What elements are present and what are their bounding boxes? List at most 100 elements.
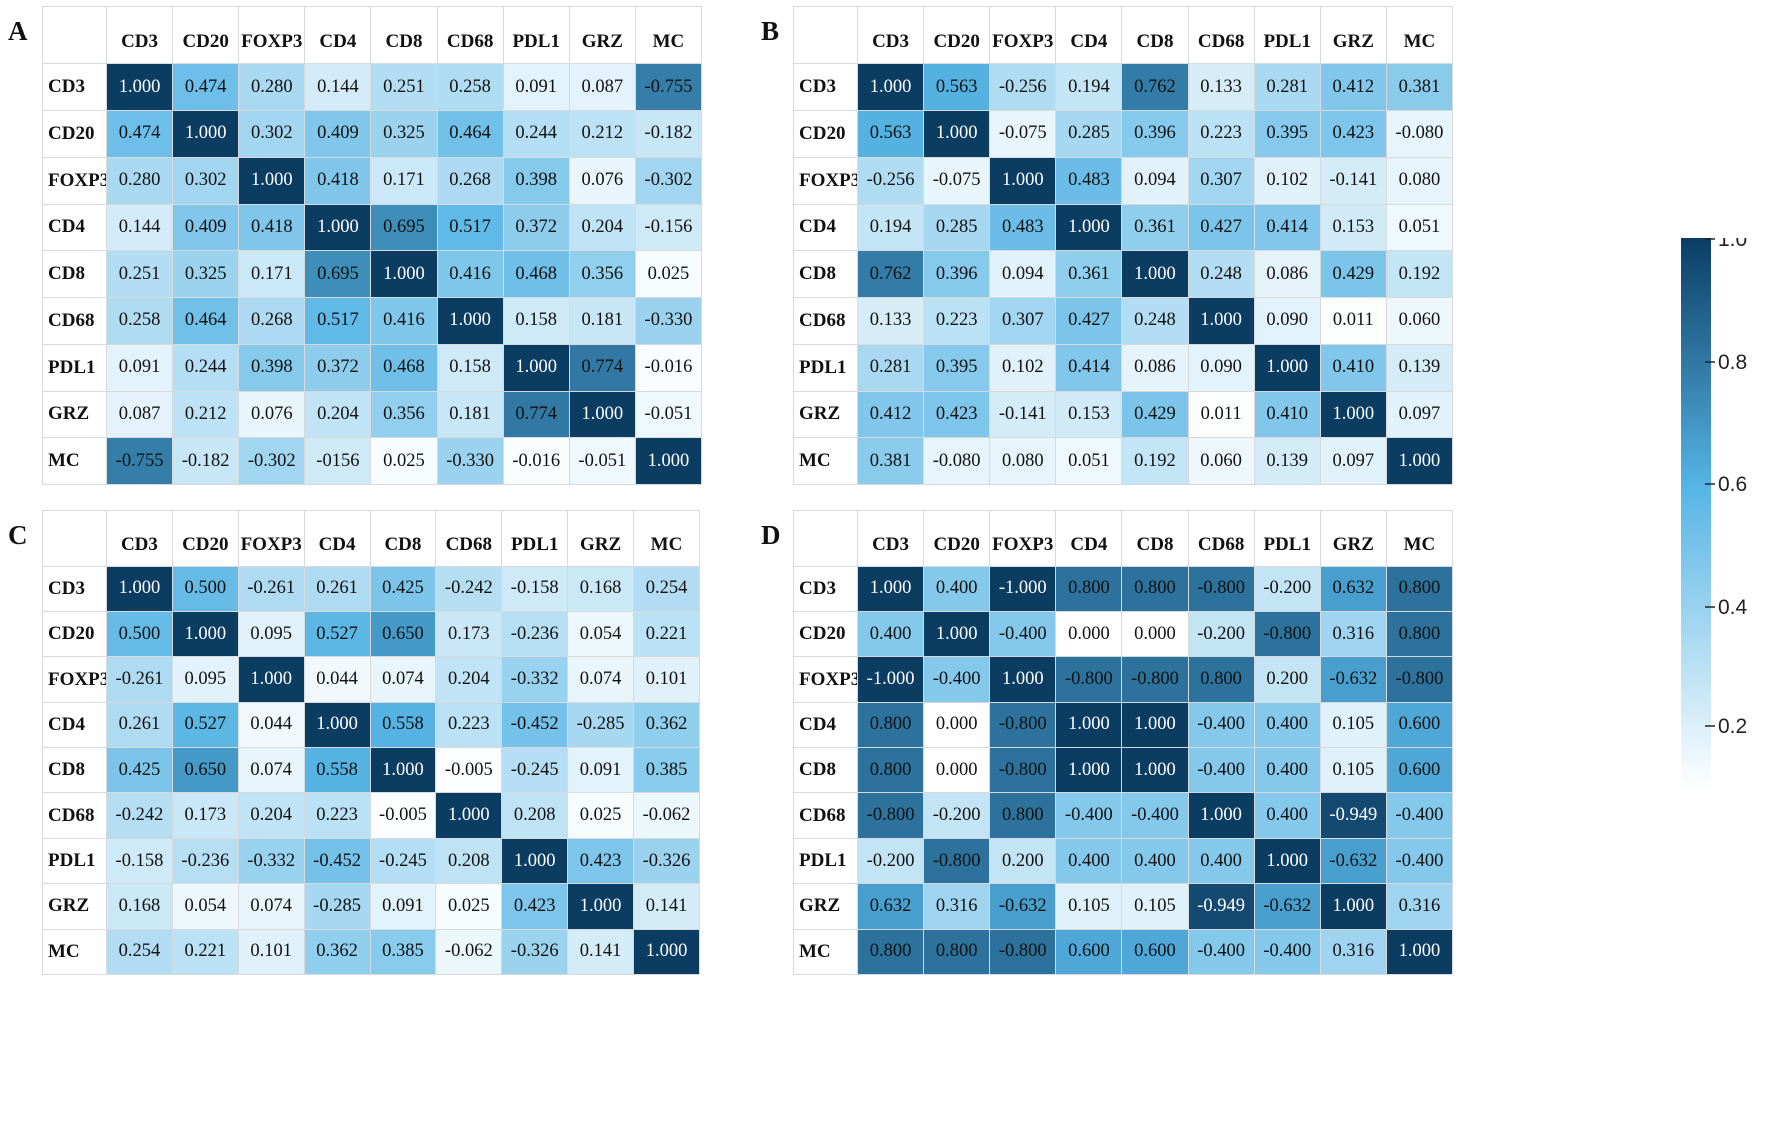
heatmap-cell: 0.325 bbox=[172, 250, 240, 299]
heatmap-cell: 0.212 bbox=[172, 390, 240, 439]
heatmap-cell: 0.468 bbox=[370, 343, 438, 392]
heatmap-cell: -0.632 bbox=[989, 883, 1057, 930]
heatmap-cell: 0.223 bbox=[303, 792, 371, 839]
heatmap-table: CD3 CD20 FOXP3 CD4 CD8 CD68 PDL1 GRZ MC CD3 1.000 0… bbox=[42, 5, 703, 485]
heatmap-cell: 0.090 bbox=[1253, 297, 1321, 345]
table-row: FOXP3 -1.000 -0.400 1.000 -0.800 -0.800 0.800 0… bbox=[793, 656, 1454, 703]
heatmap-cell: 0.500 bbox=[106, 611, 173, 658]
heatmap-cell: -0.330 bbox=[436, 437, 504, 485]
heatmap-cell: 0.173 bbox=[435, 611, 503, 658]
heatmap-cell: 0.356 bbox=[568, 250, 636, 299]
heatmap-cell: 0.133 bbox=[856, 297, 925, 345]
heatmap-cell: -0.800 bbox=[989, 928, 1057, 975]
heatmap-cell: -0.182 bbox=[634, 110, 703, 158]
heatmap-cell: 1.000 bbox=[1055, 203, 1123, 252]
heatmap-cell: 0.280 bbox=[105, 156, 174, 205]
heatmap-cell: 0.221 bbox=[633, 611, 700, 658]
heatmap-cell: 0.464 bbox=[172, 297, 240, 345]
row-header: CD20 bbox=[42, 110, 107, 158]
heatmap-cell: 0.102 bbox=[1253, 156, 1321, 205]
heatmap-cell: -0.051 bbox=[568, 437, 636, 485]
column-header: MC bbox=[1385, 5, 1454, 65]
table-row: CD4 0.144 0.409 0.418 1.000 0.695 0.517 0.372 0.… bbox=[42, 203, 703, 252]
heatmap-cell: 1.000 bbox=[923, 611, 991, 658]
table-row: CD8 0.251 0.325 0.171 0.695 1.000 0.416 0.468 0.… bbox=[42, 250, 703, 299]
heatmap-cell: 0.362 bbox=[633, 701, 700, 749]
column-header: GRZ bbox=[1319, 5, 1387, 65]
heatmap-cell: -0.141 bbox=[1319, 156, 1387, 205]
heatmap-cell: 1.000 bbox=[1121, 701, 1189, 749]
heatmap-cell: 0.139 bbox=[1385, 343, 1454, 392]
heatmap-cell: 0.361 bbox=[1055, 250, 1123, 299]
heatmap-cell: 0.025 bbox=[370, 437, 438, 485]
table-row: CD3 1.000 0.500 -0.261 0.261 0.425 -0.242 -0.15… bbox=[42, 565, 700, 613]
heatmap-cell: -0.326 bbox=[501, 928, 569, 975]
row-header: CD8 bbox=[42, 747, 107, 794]
heatmap-cell: 1.000 bbox=[369, 747, 437, 794]
heatmap-cell: 0.139 bbox=[1253, 437, 1321, 485]
heatmap-cell: 0.400 bbox=[1253, 747, 1321, 794]
heatmap-cell: 0.168 bbox=[567, 565, 634, 613]
heatmap-cell: 1.000 bbox=[856, 565, 925, 613]
heatmap-cell: 0.258 bbox=[436, 63, 504, 112]
heatmap-cell: 0.361 bbox=[1121, 203, 1189, 252]
heatmap-cell: 0.094 bbox=[1121, 156, 1189, 205]
column-header: GRZ bbox=[567, 510, 634, 567]
heatmap-cell: 0.800 bbox=[1385, 565, 1454, 613]
heatmap-cell: 0.044 bbox=[237, 701, 305, 749]
heatmap-cell: 1.000 bbox=[1253, 837, 1321, 885]
row-header: CD20 bbox=[793, 611, 858, 658]
heatmap-cell: 0.091 bbox=[369, 883, 437, 930]
row-header: PDL1 bbox=[793, 837, 858, 885]
heatmap-cell: 0.517 bbox=[304, 297, 372, 345]
colorbar: 1.0 0.8 0.6 0.4 0.2 bbox=[1681, 238, 1748, 790]
row-header: FOXP3 bbox=[793, 656, 858, 703]
heatmap-cell: 0.600 bbox=[1385, 747, 1454, 794]
heatmap-cell: 1.000 bbox=[105, 63, 174, 112]
heatmap-cell: 0.153 bbox=[1055, 390, 1123, 439]
heatmap-cell: 1.000 bbox=[502, 343, 570, 392]
table-row: CD8 0.425 0.650 0.074 0.558 1.000 -0.005 -0.245… bbox=[42, 747, 700, 794]
heatmap-cell: 0.194 bbox=[1055, 63, 1123, 112]
heatmap-cell: -0.800 bbox=[923, 837, 991, 885]
heatmap-cell: 0.000 bbox=[1055, 611, 1123, 658]
heatmap-cell: -0.242 bbox=[435, 565, 503, 613]
column-header: FOXP3 bbox=[238, 5, 306, 65]
heatmap-cell: 0.396 bbox=[923, 250, 991, 299]
row-header: CD4 bbox=[42, 701, 107, 749]
table-row: CD4 0.261 0.527 0.044 1.000 0.558 0.223 -0.452-… bbox=[42, 701, 700, 749]
heatmap-cell: 0.400 bbox=[1055, 837, 1123, 885]
heatmap-cell: 0.204 bbox=[237, 792, 305, 839]
heatmap-cell: 0.204 bbox=[304, 390, 372, 439]
heatmap-cell: 1.000 bbox=[568, 390, 636, 439]
heatmap-cell: -0.452 bbox=[501, 701, 569, 749]
table-row: GRZ 0.412 0.423 -0.141 0.153 0.429 0.011 0.410 1… bbox=[793, 390, 1454, 439]
heatmap-cell: 0.762 bbox=[856, 250, 925, 299]
heatmap-cell: 0.254 bbox=[633, 565, 700, 613]
heatmap-cell: 0.080 bbox=[1385, 156, 1454, 205]
heatmap-cell: 0.695 bbox=[370, 203, 438, 252]
row-header: MC bbox=[42, 928, 107, 975]
heatmap-cell: 0.474 bbox=[105, 110, 174, 158]
heatmap-cell: 0.074 bbox=[237, 747, 305, 794]
row-header: CD8 bbox=[793, 250, 858, 299]
heatmap-cell: 1.000 bbox=[238, 156, 306, 205]
heatmap-cell: 0.090 bbox=[1187, 343, 1255, 392]
heatmap-cell: 0.800 bbox=[856, 928, 925, 975]
heatmap-cell: 0.011 bbox=[1187, 390, 1255, 439]
heatmap-cell: 0.168 bbox=[106, 883, 173, 930]
heatmap-cell: -0.285 bbox=[567, 701, 634, 749]
heatmap-cell: 0.261 bbox=[303, 565, 371, 613]
heatmap-cell: 0.173 bbox=[171, 792, 239, 839]
column-header: FOXP3 bbox=[989, 510, 1057, 567]
heatmap-cell: 0.091 bbox=[105, 343, 174, 392]
heatmap-cell: 0.060 bbox=[1187, 437, 1255, 485]
heatmap-cell: 0.204 bbox=[568, 203, 636, 252]
heatmap-cell: 0.410 bbox=[1253, 390, 1321, 439]
row-header: FOXP3 bbox=[793, 156, 858, 205]
table-row: PDL1 0.281 0.395 0.102 0.414 0.086 0.090 1.000 0… bbox=[793, 343, 1454, 392]
heatmap-cell: 0.600 bbox=[1121, 928, 1189, 975]
column-header: FOXP3 bbox=[237, 510, 305, 567]
heatmap-cell: 0.500 bbox=[171, 565, 239, 613]
colorbar-tick-label: 0.2 bbox=[1718, 715, 1747, 738]
